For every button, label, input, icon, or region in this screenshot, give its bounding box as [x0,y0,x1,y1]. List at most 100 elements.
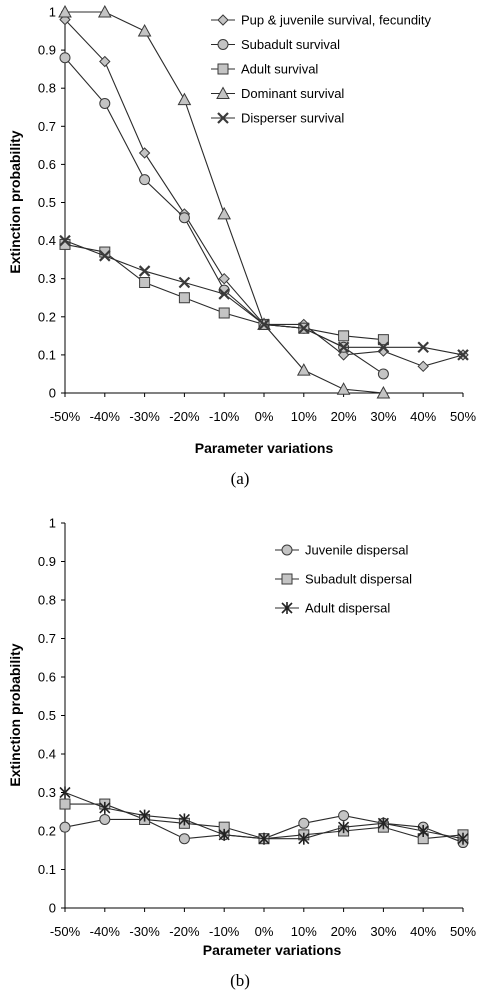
dominant-survival-point [217,206,232,220]
x-tick-label: -40% [90,924,121,939]
x-tick-label: 10% [291,924,317,939]
adult-dispersal-point [338,821,350,834]
x-tick-label: 10% [291,409,317,424]
adult-dispersal-point [218,828,230,841]
x-tick-label: -20% [169,924,200,939]
subadult-survival-point [59,52,71,64]
y-tick-label: 0.8 [38,593,56,608]
adult-survival-point [218,307,230,319]
adult-survival-point [377,334,389,346]
juvenile-dispersal-point [298,817,310,829]
adult-dispersal-point [377,817,389,830]
y-tick-label: 0.9 [38,554,56,569]
y-tick-label: 0.2 [38,309,56,324]
y-tick-label: 1 [49,5,56,20]
legend-swatch-point [281,544,293,556]
adult-dispersal-point [417,825,429,837]
y-tick-label: 0.1 [38,347,56,362]
marker-stroke [377,341,390,354]
adult-dispersal-point [99,801,111,814]
disperser-survival-point [417,341,429,354]
x-tick-label: -50% [50,924,81,939]
y-tick-label: 0.6 [38,157,56,172]
marker-stroke [178,276,191,289]
x-tick-label: 20% [331,409,357,424]
x-tick-label: -10% [209,924,240,939]
subadult-survival-point [99,97,111,109]
marker-stroke [138,265,151,277]
dominant-survival-point [97,4,112,18]
disperser-survival-point [178,276,191,289]
y-tick-label: 0.5 [38,708,56,723]
y-tick-label: 0.3 [38,785,56,800]
y-tick-label: 0.5 [38,195,56,210]
juvenile-dispersal-point [59,821,71,833]
x-tick-label: 30% [370,924,396,939]
legend-swatch-point [281,573,293,585]
y-axis-title: Extinction probability [7,130,23,273]
x-tick-label: 40% [410,924,436,939]
y-tick-label: 0.2 [38,824,56,839]
dominant-survival-point [137,24,152,37]
adult-dispersal-line [64,791,464,840]
adult-survival-point [139,277,151,289]
legend-item-adult-dispersal: Adult dispersal [275,601,390,616]
y-tick-label: 0.9 [38,43,56,58]
x-tick-label: 0% [255,924,274,939]
disperser-survival-point [218,288,230,300]
disperser-survival-point [457,349,469,361]
juvenile-dispersal-point [99,813,111,825]
adult-dispersal-point [178,813,190,826]
marker-stroke [99,250,111,262]
y-tick-label: 0 [49,386,56,401]
dominant-survival-point [376,385,391,399]
adult-dispersal-point [139,809,151,822]
dominant-survival-point [177,92,192,106]
y-tick-label: 0.7 [38,631,56,646]
disperser-survival-point [337,341,350,354]
subadult-survival-point [377,368,389,380]
marker-stroke [417,341,429,354]
y-axis-title: Extinction probability [7,643,23,786]
x-tick-label: -50% [50,409,81,424]
x-axis-title: Parameter variations [203,942,342,958]
figure-caption: (b) [230,971,250,990]
subadult-dispersal-point [59,798,71,810]
x-axis-title: Parameter variations [195,440,334,456]
pup-juvenile-survival-fecundity-point [218,272,230,285]
y-tick-label: 0.8 [38,81,56,96]
figure-caption: (a) [231,469,250,488]
x-tick-label: 50% [450,924,476,939]
pup-juvenile-survival-fecundity-point [138,147,151,159]
legend-label: Subadult survival [241,37,340,52]
legend-label: Adult survival [241,62,318,77]
marker-stroke [457,349,469,361]
pup-juvenile-survival-fecundity-point [417,360,429,373]
x-tick-label: 40% [410,409,436,424]
y-tick-label: 1 [49,516,56,531]
y-tick-label: 0.1 [38,862,56,877]
disperser-survival-point [258,318,270,331]
x-tick-label: -30% [129,409,160,424]
legend-label: Dominant survival [241,86,344,101]
chart-b: Extinction probability Parameter variati… [7,516,476,991]
disperser-survival-point [138,265,151,277]
y-tick-label: 0.6 [38,670,56,685]
juvenile-dispersal-point [338,810,350,822]
legend-item-subadult-survival: Subadult survival [211,37,340,52]
legend-swatch-point [217,39,229,50]
y-tick-label: 0.3 [38,271,56,286]
y-tick-label: 0.4 [38,233,56,248]
x-tick-label: -10% [209,409,240,424]
legend-label: Pup & juvenile survival, fecundity [241,13,432,28]
legend-swatch-point [217,63,229,75]
adult-survival-point [338,330,350,342]
marker-stroke [59,234,71,247]
adult-dispersal-point [457,832,469,845]
marker-stroke [298,322,310,335]
disperser-survival-line [64,240,464,356]
subadult-survival-point [139,174,151,186]
legend-label: Adult dispersal [305,601,390,616]
adult-dispersal-point [258,832,270,845]
